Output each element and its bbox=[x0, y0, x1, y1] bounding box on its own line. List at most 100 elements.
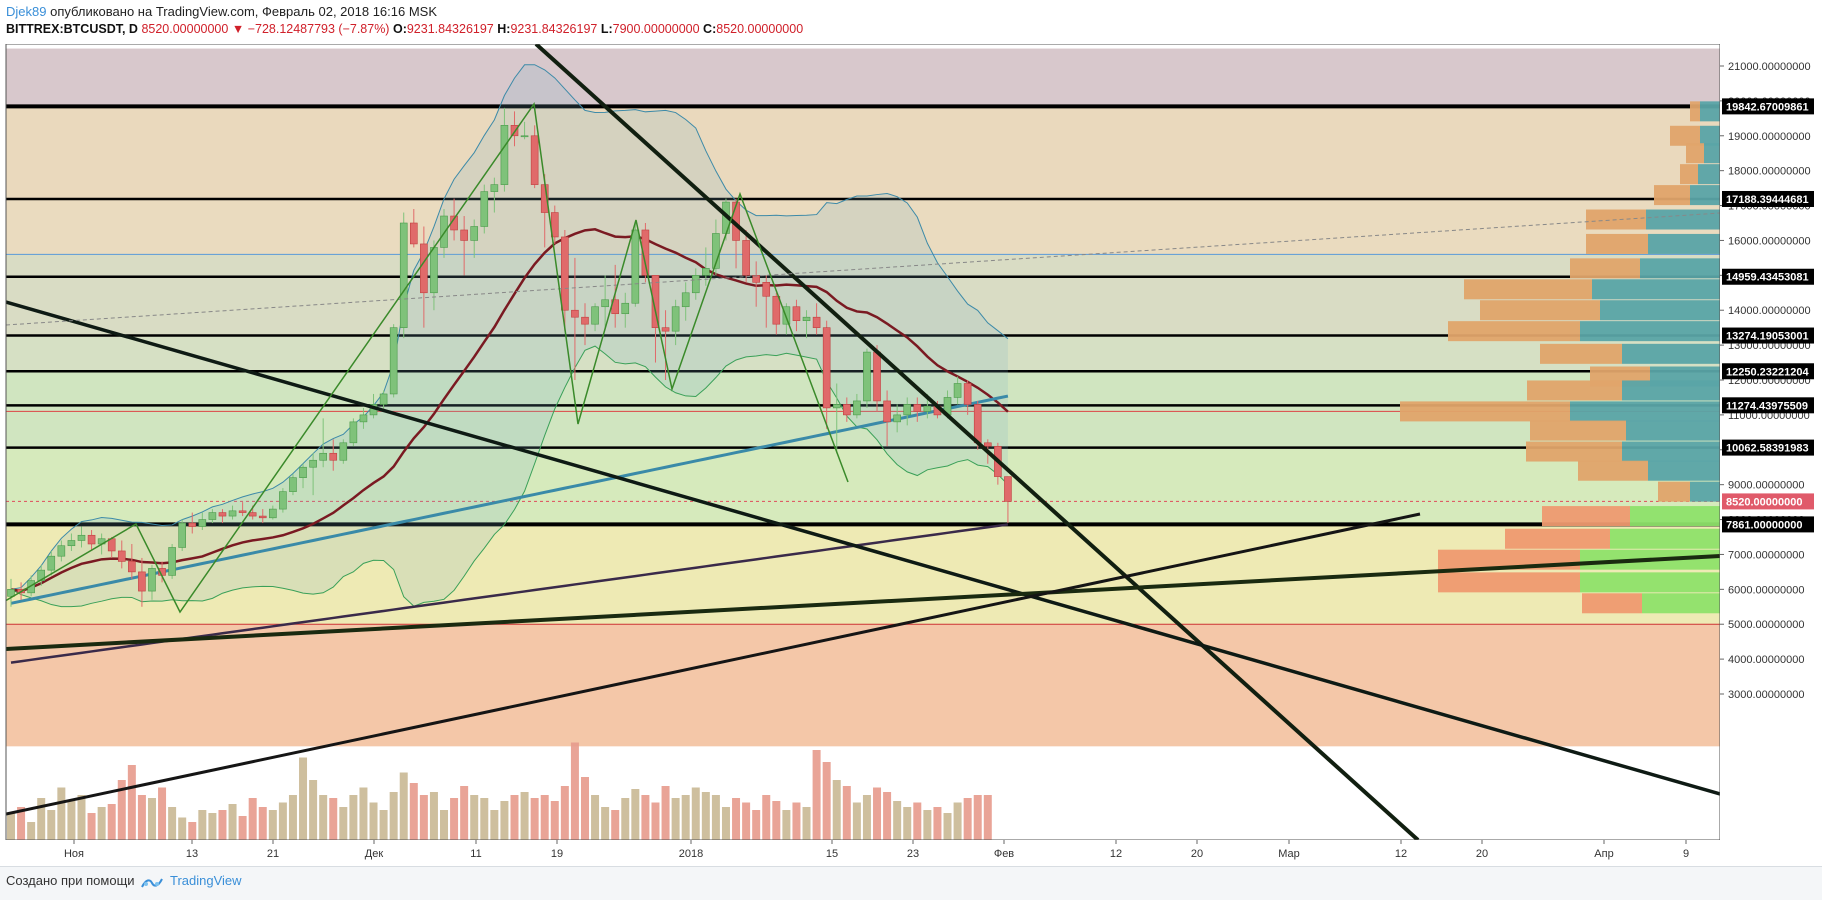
symbol-label[interactable]: BITTREX:BTCUSDT, D bbox=[6, 22, 138, 36]
volume-bar bbox=[742, 802, 751, 840]
candle[interactable] bbox=[178, 522, 186, 548]
candle[interactable] bbox=[500, 125, 509, 185]
candle[interactable] bbox=[198, 519, 207, 527]
trend-line[interactable] bbox=[6, 512, 1421, 816]
volume-bar bbox=[470, 795, 479, 840]
candle[interactable] bbox=[983, 442, 992, 447]
candle[interactable] bbox=[389, 327, 398, 395]
volume-profile-bar bbox=[1648, 460, 1720, 481]
candle[interactable] bbox=[238, 510, 247, 513]
candle[interactable] bbox=[117, 550, 126, 562]
candle[interactable] bbox=[148, 568, 156, 592]
candle[interactable] bbox=[591, 306, 599, 325]
candle[interactable] bbox=[299, 466, 307, 478]
candle[interactable] bbox=[530, 135, 539, 185]
candle[interactable] bbox=[802, 316, 811, 321]
candle[interactable] bbox=[571, 309, 579, 318]
candle[interactable] bbox=[289, 477, 297, 492]
candle[interactable] bbox=[581, 316, 589, 325]
candle[interactable] bbox=[973, 404, 982, 444]
candle[interactable] bbox=[661, 327, 670, 332]
candle[interactable] bbox=[430, 247, 438, 294]
candle[interactable] bbox=[319, 452, 327, 461]
candle[interactable] bbox=[510, 125, 519, 137]
candle[interactable] bbox=[399, 222, 408, 328]
candle[interactable] bbox=[460, 229, 468, 241]
candle[interactable] bbox=[420, 243, 428, 294]
candle[interactable] bbox=[359, 414, 368, 423]
candle[interactable] bbox=[490, 184, 499, 192]
candle[interactable] bbox=[883, 400, 891, 423]
candle[interactable] bbox=[128, 561, 136, 573]
candle[interactable] bbox=[208, 512, 217, 520]
candle[interactable] bbox=[269, 508, 277, 519]
candle[interactable] bbox=[218, 512, 227, 517]
candle[interactable] bbox=[601, 299, 609, 308]
volume-bar bbox=[37, 798, 46, 840]
candle[interactable] bbox=[7, 589, 15, 597]
candle[interactable] bbox=[561, 236, 569, 311]
candle[interactable] bbox=[279, 491, 287, 510]
candle[interactable] bbox=[57, 545, 66, 557]
candle[interactable] bbox=[168, 547, 176, 576]
candle[interactable] bbox=[621, 302, 630, 315]
candle[interactable] bbox=[651, 275, 660, 328]
trend-line[interactable] bbox=[6, 554, 1720, 651]
candle[interactable] bbox=[641, 229, 650, 276]
author-link[interactable]: Djek89 bbox=[6, 4, 47, 19]
tradingview-link[interactable]: TradingView bbox=[170, 873, 242, 888]
candle[interactable] bbox=[228, 510, 237, 517]
candle[interactable] bbox=[27, 580, 35, 594]
candle[interactable] bbox=[742, 240, 750, 276]
trend-line[interactable] bbox=[6, 212, 1720, 326]
price-tag-label: 14959.43453081 bbox=[1726, 272, 1809, 284]
candle[interactable] bbox=[87, 534, 96, 545]
candle[interactable] bbox=[631, 229, 640, 304]
candle[interactable] bbox=[913, 404, 922, 412]
candle[interactable] bbox=[792, 306, 801, 321]
candle[interactable] bbox=[671, 306, 680, 332]
candle[interactable] bbox=[329, 452, 338, 461]
candle[interactable] bbox=[863, 351, 871, 402]
candle[interactable] bbox=[681, 292, 690, 308]
candle[interactable] bbox=[339, 442, 348, 461]
candle[interactable] bbox=[379, 393, 388, 405]
candle[interactable] bbox=[893, 414, 901, 423]
candle[interactable] bbox=[1004, 476, 1012, 502]
candle[interactable] bbox=[480, 191, 489, 227]
candle[interactable] bbox=[440, 215, 448, 248]
candle[interactable] bbox=[953, 383, 962, 398]
candle[interactable] bbox=[832, 404, 841, 409]
candle[interactable] bbox=[853, 400, 861, 416]
candle[interactable] bbox=[843, 404, 851, 416]
candle[interactable] bbox=[822, 327, 831, 409]
candle[interactable] bbox=[520, 135, 529, 138]
candle[interactable] bbox=[812, 316, 821, 328]
volume-bar bbox=[893, 801, 902, 840]
candle[interactable] bbox=[188, 522, 197, 527]
trend-line[interactable] bbox=[6, 300, 1720, 796]
candle[interactable] bbox=[248, 512, 257, 517]
candle[interactable] bbox=[409, 222, 418, 245]
candle[interactable] bbox=[258, 515, 267, 519]
candle[interactable] bbox=[67, 540, 76, 547]
candle[interactable] bbox=[47, 555, 56, 571]
candle[interactable] bbox=[77, 534, 86, 541]
candle[interactable] bbox=[309, 459, 317, 468]
candle[interactable] bbox=[349, 421, 358, 444]
price-chart[interactable]: 3000.00000000 4000.00000000 5000.00000000 6… bbox=[0, 44, 1822, 866]
candle[interactable] bbox=[782, 306, 791, 325]
candle[interactable] bbox=[923, 405, 932, 412]
candle[interactable] bbox=[752, 275, 760, 283]
candle[interactable] bbox=[691, 275, 700, 294]
candle[interactable] bbox=[963, 383, 972, 405]
candle[interactable] bbox=[470, 226, 479, 241]
candle[interactable] bbox=[873, 351, 881, 402]
candle[interactable] bbox=[762, 282, 771, 297]
volume-bar bbox=[570, 742, 579, 840]
trend-line[interactable] bbox=[534, 44, 1420, 840]
candle[interactable] bbox=[903, 404, 912, 416]
candle[interactable] bbox=[702, 268, 710, 276]
candle[interactable] bbox=[138, 571, 146, 592]
candle[interactable] bbox=[772, 295, 781, 325]
